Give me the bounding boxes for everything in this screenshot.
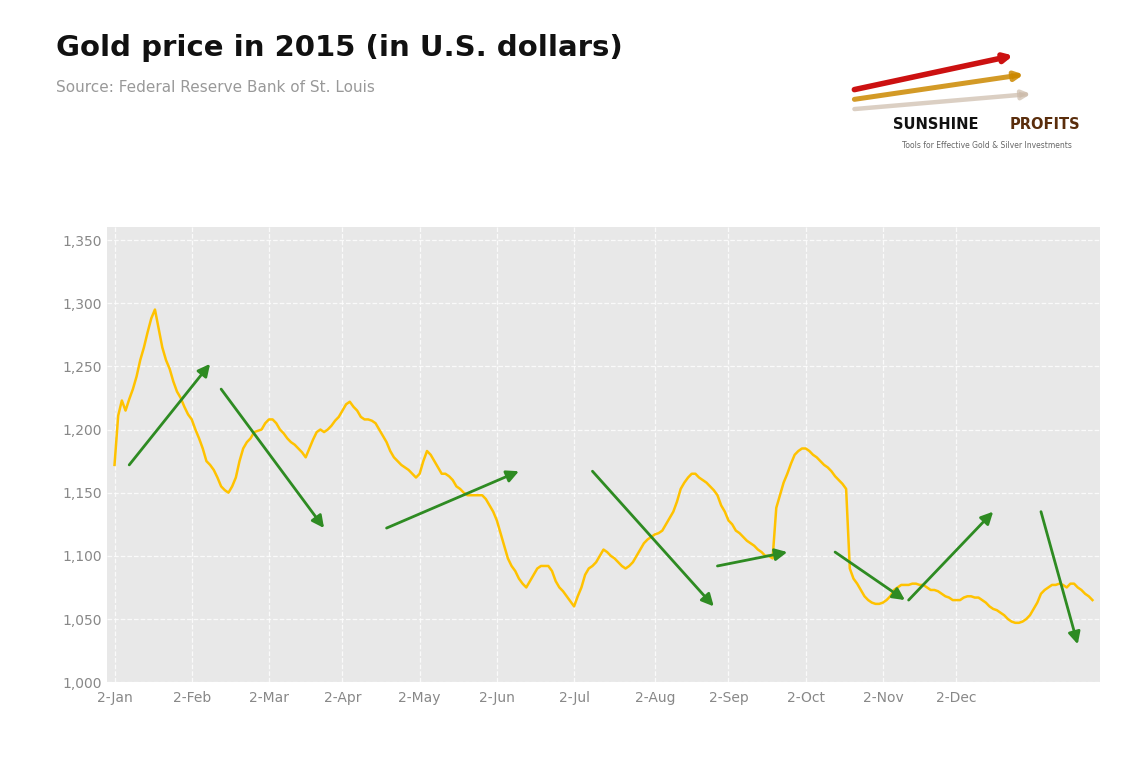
Text: SUNSHINE: SUNSHINE [893, 117, 979, 133]
Text: Gold price in 2015 (in U.S. dollars): Gold price in 2015 (in U.S. dollars) [56, 34, 623, 62]
Text: PROFITS: PROFITS [1010, 117, 1079, 133]
Text: Source: Federal Reserve Bank of St. Louis: Source: Federal Reserve Bank of St. Loui… [56, 80, 376, 95]
Text: Tools for Effective Gold & Silver Investments: Tools for Effective Gold & Silver Invest… [902, 141, 1072, 149]
